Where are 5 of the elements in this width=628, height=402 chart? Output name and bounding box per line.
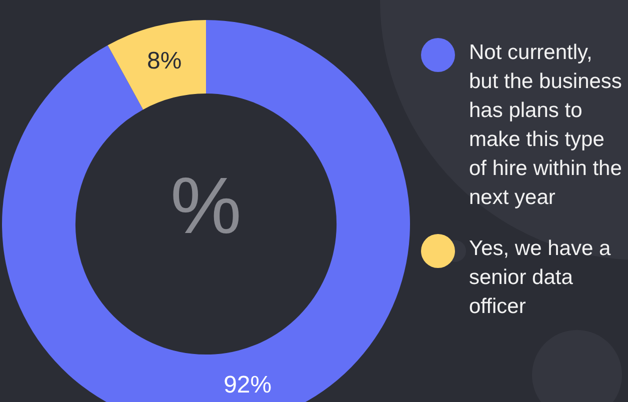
text: % xyxy=(169,160,243,252)
legend-label: Yes, we have a senior data officer xyxy=(469,236,612,320)
data-label: 8% xyxy=(147,48,182,75)
data-label: 92% xyxy=(224,372,272,399)
legend-label: Not currently, but the business has plans to make this type of hire within the next year xyxy=(469,40,623,211)
